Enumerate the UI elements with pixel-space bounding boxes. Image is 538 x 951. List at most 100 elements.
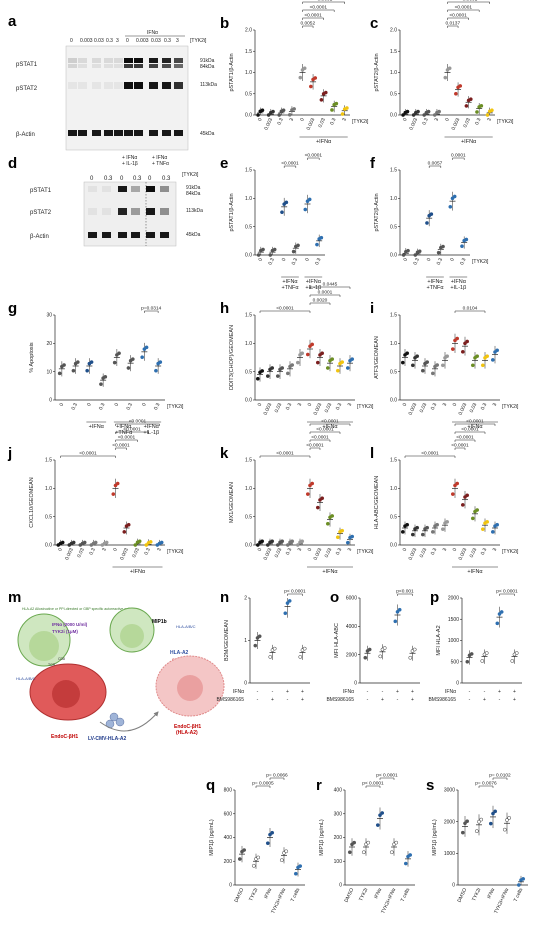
- p-value-label: 0.0001: [318, 290, 333, 296]
- blot-d-lane-2: 0: [120, 176, 124, 182]
- y-tick-label: 0.0: [245, 113, 252, 119]
- p-value-label: 0.0445: [323, 282, 338, 288]
- p-value-label: <0.0001: [461, 427, 479, 433]
- data-point: [510, 659, 515, 663]
- data-point: [440, 363, 445, 368]
- x-tick-label: 0.3: [285, 547, 293, 556]
- x-tick-label: 3: [347, 402, 354, 407]
- schematic-cell-left: EndoC-βH1: [51, 734, 78, 740]
- data-point: [303, 207, 308, 212]
- significance-bracket: [144, 310, 159, 313]
- y-tick-label: 100: [334, 859, 343, 865]
- blot-a-lane-4: 3: [116, 38, 119, 44]
- data-point: [470, 516, 475, 521]
- data-point: [425, 525, 430, 530]
- group-label: +IFNα: [322, 569, 338, 575]
- group-label: +IFNα: [130, 569, 146, 575]
- x-tick-label: 3: [101, 547, 108, 552]
- data-point: [430, 530, 435, 534]
- data-point: [330, 514, 335, 518]
- data-point: [437, 109, 441, 114]
- data-point: [350, 357, 355, 361]
- significance-bracket: [259, 310, 311, 313]
- blot-a-band-pstat2: [104, 82, 113, 89]
- significance-bracket: [302, 25, 314, 28]
- blot-a-band-pstat2: [162, 82, 171, 89]
- y-tick-label: 1.0: [245, 341, 252, 347]
- data-point: [253, 643, 258, 648]
- row-value: -: [397, 697, 399, 703]
- data-point: [112, 360, 117, 365]
- significance-bracket: [255, 785, 271, 788]
- x-tick-label: 0.03: [419, 547, 429, 559]
- x-suffix-label: [TYK2i]: [502, 404, 519, 410]
- y-tick-label: 0.5: [390, 91, 397, 97]
- data-point: [295, 543, 300, 547]
- data-point: [256, 855, 261, 860]
- p-value-label: <0.0001: [316, 427, 334, 433]
- x-tick-label: T cells: [290, 887, 302, 903]
- data-point: [295, 360, 300, 365]
- data-point: [450, 347, 455, 351]
- panel-label-p: p: [430, 589, 439, 606]
- data-point: [103, 374, 108, 379]
- x-tick-label: 0.3: [421, 117, 429, 126]
- data-point: [335, 368, 340, 373]
- data-point: [279, 858, 284, 863]
- data-point: [60, 540, 65, 545]
- blot-d-lane-0: 0: [90, 176, 94, 182]
- x-tick-label: 0.03: [274, 402, 284, 414]
- x-tick-label: 0: [403, 257, 410, 262]
- data-point: [401, 113, 405, 117]
- data-point: [448, 204, 453, 209]
- data-point: [426, 109, 431, 114]
- p-value-label: p< 0.0001: [496, 589, 518, 595]
- y-tick-label: 1000: [448, 638, 459, 644]
- data-point: [410, 532, 415, 537]
- data-point: [468, 97, 473, 102]
- schematic-m: HLA-A2 Allostructive or PPI-directed or …: [16, 607, 225, 742]
- data-point: [495, 522, 500, 527]
- row-value: +: [301, 689, 304, 695]
- blot-d-lane-4: 0: [148, 176, 152, 182]
- data-point: [298, 655, 303, 659]
- y-tick-label: 1.0: [390, 70, 397, 76]
- y-tick-label: 1.0: [245, 486, 252, 492]
- data-point: [445, 519, 450, 524]
- y-axis-label: DDIT3(CHOP)/GEOMEAN: [229, 325, 235, 390]
- data-point: [271, 109, 275, 114]
- schematic-mip: MIP1b: [152, 619, 167, 625]
- y-tick-label: 0: [354, 681, 357, 687]
- panel-label-l: l: [370, 445, 374, 462]
- p-value-label: <0.0001: [449, 13, 467, 19]
- data-point: [285, 371, 290, 376]
- y-axis-label: ATF3/GEOMEAN: [374, 336, 380, 379]
- p-value-label: 0.0001: [451, 153, 466, 159]
- x-suffix-label: [TYK2i]: [167, 549, 184, 555]
- group-label-line: +IFNα: [316, 139, 332, 145]
- row-value: +: [286, 689, 289, 695]
- blot-d-band-pstat2: [131, 208, 140, 215]
- x-tick-label: 3: [442, 547, 449, 552]
- data-point: [275, 543, 280, 547]
- blot-d-band-pstat1: [118, 186, 127, 192]
- panel-label-n: n: [220, 589, 229, 606]
- blot-a-band-pstat1: [92, 58, 101, 63]
- data-point: [62, 363, 66, 367]
- group-label-line: +IFNα: [130, 569, 146, 575]
- x-tick-label: IFNα: [263, 887, 273, 900]
- group-label: +IFNα: [89, 424, 105, 430]
- data-point: [320, 496, 325, 501]
- x-tick-label: 0: [402, 402, 409, 407]
- x-tick-label: TYK2i+IFNα: [380, 887, 397, 915]
- panel-label-i: i: [370, 300, 374, 317]
- x-tick-label: 0.03: [324, 547, 334, 559]
- y-tick-label: 0.5: [245, 91, 252, 97]
- x-tick-label: 0.03: [469, 402, 479, 414]
- y-tick-label: 1.5: [245, 458, 252, 464]
- blot-a-band-pstat2: [78, 82, 87, 89]
- row-value: -: [382, 689, 384, 695]
